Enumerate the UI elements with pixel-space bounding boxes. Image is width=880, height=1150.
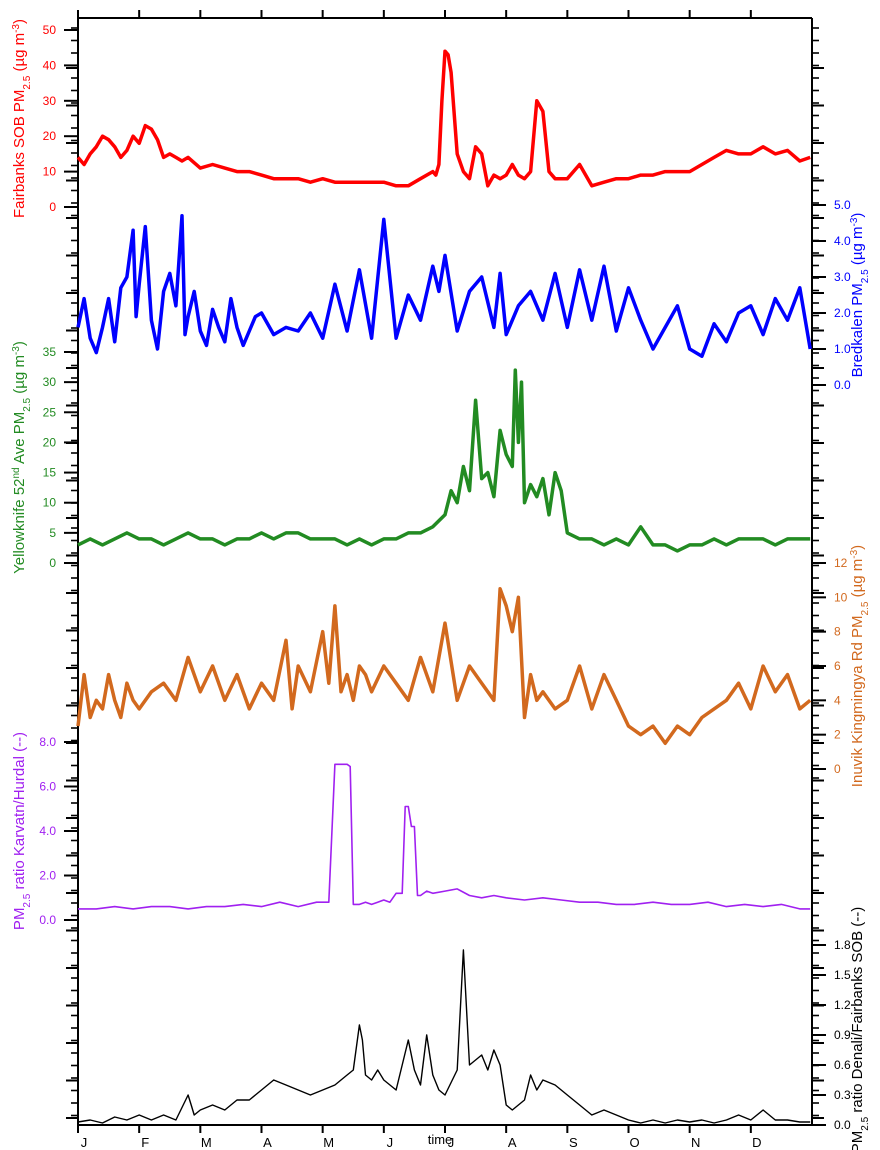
y-tick-label: 30 (43, 375, 57, 389)
y-axis-title: Fairbanks SOB PM2.5 (µg m-3) (11, 19, 33, 218)
y-tick-label: 40 (43, 58, 57, 72)
y-tick-label: 4.0 (39, 824, 56, 838)
y-tick-label: 2 (834, 728, 841, 742)
y-tick-label: 10 (43, 496, 57, 510)
y-tick-label: 0 (834, 762, 841, 776)
y-tick-label: 0.0 (834, 1118, 851, 1132)
y-tick-label: 0.0 (834, 378, 851, 392)
panel-5: 0.0 2.0 4.0 6.0 8.0 PM2.5 ratio Karvatn/Hurda… (11, 732, 811, 930)
y-tick-label: 10 (43, 165, 57, 179)
y-tick-label: 2.0 (834, 306, 851, 320)
month-label: J (448, 1135, 455, 1150)
month-label: N (691, 1135, 700, 1150)
y-axis-title: Bredkalen PM2.5 (µg m-3) (849, 213, 871, 378)
month-label: S (569, 1135, 578, 1150)
series-line (76, 49, 811, 188)
y-tick-label: 0.6 (834, 1058, 851, 1072)
y-tick-label: 0.9 (834, 1028, 851, 1042)
y-tick-label: 12 (834, 556, 848, 570)
y-tick-label: 6 (834, 659, 841, 673)
y-tick-label: 5.0 (834, 198, 851, 212)
series-line (76, 214, 812, 358)
series-line (77, 368, 811, 553)
y-tick-label: 15 (43, 466, 57, 480)
month-label: O (629, 1135, 639, 1150)
y-axis-title: Yellowknife 52nd Ave PM2.5 (µg m-3) (11, 341, 33, 574)
y-tick-label: 3.0 (834, 270, 851, 284)
panel-1: 0 10 20 30 40 50 Fairbanks SOB PM2.5 (µg m-3) (11, 19, 811, 218)
y-tick-label: 6.0 (39, 780, 56, 794)
y-tick-label: 2.0 (39, 869, 56, 883)
month-label: M (201, 1135, 212, 1150)
y-tick-label: 4.0 (834, 234, 851, 248)
y-tick-label: 10 (834, 590, 848, 604)
y-axis-title: PM2.5 ratio Denali/Fairbanks SOB (--) (849, 907, 871, 1150)
y-tick-label: 8.0 (39, 735, 56, 749)
y-axis-title: PM2.5 ratio Karvatn/Hurdal (--) (11, 732, 33, 930)
panel-3: 0 5 10 15 20 25 30 35 Yellowknife 52nd Ave PM2.5… (11, 341, 811, 574)
x-axis-label: time (428, 1132, 453, 1147)
y-tick-label: 8 (834, 625, 841, 639)
y-tick-label: 0.3 (834, 1088, 851, 1102)
y-axis-title: Inuvik Kingmingya Rd PM2.5 (µg m-3) (849, 545, 871, 787)
y-tick-label: 5 (49, 526, 56, 540)
y-tick-label: 4 (834, 693, 841, 707)
y-tick-label: 25 (43, 405, 57, 419)
y-tick-label: 0.0 (39, 913, 56, 927)
series-line (77, 949, 811, 1124)
y-tick-label: 0 (49, 556, 56, 570)
y-tick-label: 50 (43, 23, 57, 37)
month-label: J (81, 1135, 88, 1150)
y-tick-label: 35 (43, 345, 57, 359)
month-label: D (752, 1135, 761, 1150)
month-label: A (508, 1135, 517, 1150)
series-line (76, 587, 812, 746)
month-label: J (387, 1135, 394, 1150)
month-label: A (263, 1135, 272, 1150)
y-tick-label: 1.8 (834, 938, 851, 952)
y-tick-label: 30 (43, 94, 57, 108)
y-tick-label: 1.5 (834, 968, 851, 982)
y-tick-label: 1.0 (834, 342, 851, 356)
month-label: F (141, 1135, 149, 1150)
y-tick-label: 20 (43, 435, 57, 449)
y-tick-label: 1.2 (834, 998, 851, 1012)
y-tick-label: 0 (49, 200, 56, 214)
y-tick-label: 20 (43, 129, 57, 143)
month-label: M (323, 1135, 334, 1150)
plot-frame (66, 17, 824, 1126)
series-line (78, 763, 811, 910)
